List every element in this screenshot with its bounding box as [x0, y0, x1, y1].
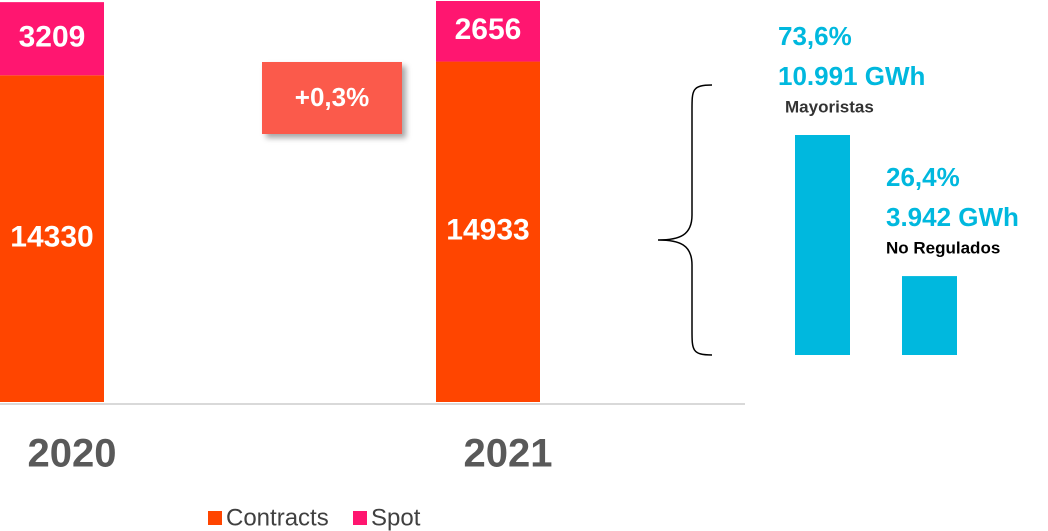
bar-segment — [436, 0, 540, 62]
legend-swatch — [353, 511, 367, 525]
category-label: No Regulados — [886, 239, 1000, 258]
category-label: Mayoristas — [785, 97, 874, 116]
data-label: 3209 — [19, 21, 86, 54]
legend-swatch — [208, 511, 222, 525]
data-label: 14933 — [446, 214, 529, 247]
bar-segment — [0, 2, 104, 76]
x-tick-label: 2021 — [464, 432, 553, 476]
bar-segment — [0, 75, 104, 402]
annotation-box — [262, 62, 402, 134]
data-label: 26,4% — [886, 162, 960, 192]
data-label: 2656 — [455, 13, 522, 46]
energy-label: 3.942 GWh — [886, 202, 1019, 232]
data-label: 73,6% — [778, 21, 852, 51]
bar — [902, 276, 957, 355]
legend-label: Spot — [371, 504, 421, 531]
bar — [795, 135, 850, 355]
brace — [657, 84, 713, 356]
annotation: +0,3% — [295, 82, 369, 112]
legend-label: Contracts — [226, 504, 329, 531]
energy-label: 10.991 GWh — [778, 61, 925, 91]
bar-segment — [436, 61, 540, 402]
x-tick-label: 2020 — [28, 432, 117, 476]
data-label: 14330 — [10, 221, 93, 254]
